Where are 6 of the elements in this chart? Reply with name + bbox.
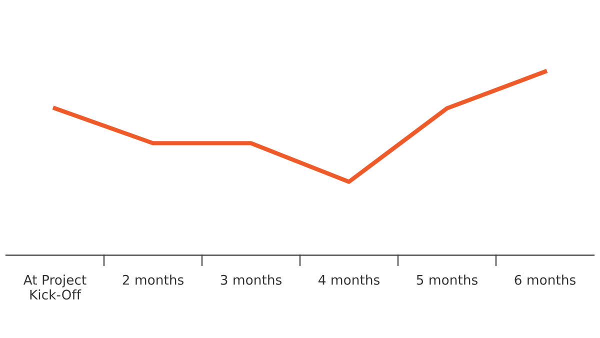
x-tick-label: 5 months: [416, 274, 478, 285]
x-tick-label: 2 months: [122, 274, 184, 285]
x-tick-label: 6 months: [514, 274, 576, 285]
x-tick-label: At Project Kick-Off: [23, 274, 86, 300]
x-tick-label: 4 months: [318, 274, 380, 285]
x-tick-label: 3 months: [220, 274, 282, 285]
